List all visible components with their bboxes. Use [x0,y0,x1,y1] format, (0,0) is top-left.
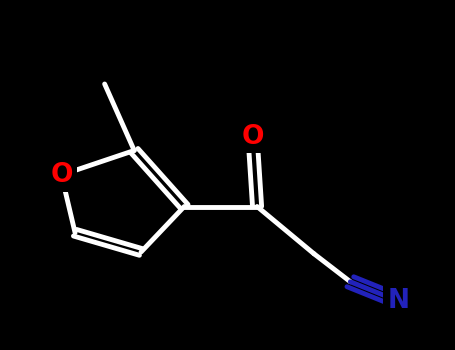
Text: N: N [387,288,409,314]
Text: O: O [241,124,264,149]
Text: O: O [50,162,73,188]
